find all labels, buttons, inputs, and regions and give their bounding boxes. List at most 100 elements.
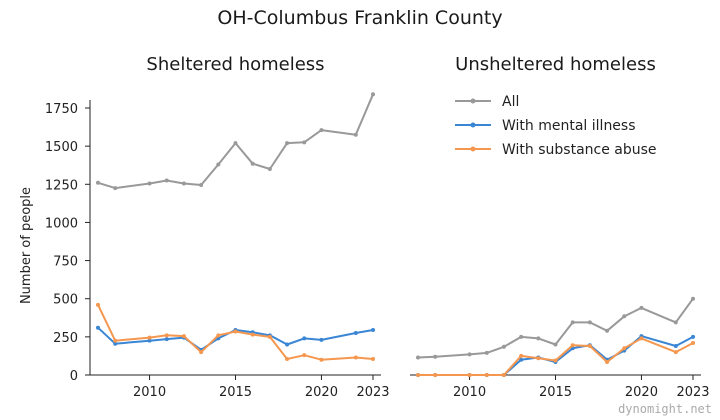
unsheltered-point-with-substance-abuse — [570, 343, 575, 348]
unsheltered-point-with-mental-illness — [691, 334, 695, 339]
legend-entry-with-mental-illness: With mental illness — [455, 118, 636, 134]
chart-panels: Sheltered homeless 2010 2015 2020 2023 0 250 50… — [19, 54, 710, 400]
unsheltered-point-all — [587, 320, 592, 325]
unsheltered-point-with-substance-abuse — [605, 360, 610, 365]
sheltered-point-all — [319, 128, 324, 133]
sheltered-point-with-mental-illness — [319, 337, 324, 342]
unsheltered-point-with-substance-abuse — [691, 340, 695, 345]
unsheltered-point-with-substance-abuse — [501, 373, 506, 377]
unsheltered-point-all — [570, 320, 575, 325]
sheltered-point-with-mental-illness — [96, 325, 100, 330]
sheltered-point-with-substance-abuse — [302, 353, 307, 358]
unsheltered-point-with-substance-abuse — [673, 350, 678, 355]
sheltered-point-with-mental-illness — [302, 336, 307, 341]
sheltered-series-with-substance-abuse — [96, 302, 375, 362]
legend-label: With mental illness — [502, 118, 636, 134]
sheltered-y-tick-label: 0 — [70, 369, 78, 384]
unsheltered-point-all — [622, 314, 627, 319]
unsheltered-line-all — [417, 298, 694, 359]
sheltered-panel-title: Sheltered homeless — [146, 54, 324, 75]
unsheltered-point-with-substance-abuse — [433, 373, 438, 377]
sheltered-point-with-mental-illness — [353, 331, 358, 336]
sheltered-point-all — [96, 180, 100, 185]
sheltered-x-tick-label: 2020 — [305, 385, 338, 400]
legend: All With mental illness With substance abu… — [455, 94, 657, 158]
sheltered-point-with-substance-abuse — [113, 338, 118, 343]
unsheltered-point-all — [416, 355, 420, 360]
unsheltered-point-all — [519, 334, 524, 339]
sheltered-y-tick-label: 750 — [53, 255, 78, 270]
sheltered-point-with-mental-illness — [113, 341, 118, 346]
legend-marker — [470, 98, 476, 104]
unsheltered-point-with-substance-abuse — [622, 346, 627, 351]
sheltered-point-with-substance-abuse — [371, 356, 375, 361]
sheltered-y-tick-label: 500 — [53, 293, 78, 308]
unsheltered-panel: Unsheltered homeless 2010 2015 2020 2023 — [410, 54, 710, 400]
sheltered-point-all — [199, 183, 204, 188]
sheltered-point-all — [285, 141, 290, 146]
sheltered-point-with-mental-illness — [371, 327, 375, 332]
unsheltered-point-with-substance-abuse — [519, 353, 524, 358]
sheltered-point-all — [181, 181, 186, 186]
sheltered-point-with-mental-illness — [285, 342, 290, 347]
sheltered-point-with-substance-abuse — [267, 334, 272, 339]
sheltered-point-with-substance-abuse — [233, 329, 238, 334]
unsheltered-point-all — [639, 305, 644, 310]
sheltered-point-with-substance-abuse — [96, 302, 100, 307]
sheltered-y-tick-label: 1250 — [45, 178, 78, 193]
sheltered-y-axis-label: Number of people — [19, 187, 34, 304]
unsheltered-panel-title: Unsheltered homeless — [455, 54, 656, 75]
unsheltered-x-tick-label: 2023 — [676, 385, 709, 400]
unsheltered-point-with-substance-abuse — [536, 356, 541, 361]
unsheltered-point-all — [691, 296, 695, 301]
sheltered-point-with-substance-abuse — [319, 357, 324, 362]
sheltered-panel: Sheltered homeless 2010 2015 2020 2023 0 250 50… — [19, 54, 390, 400]
unsheltered-point-all — [553, 342, 558, 347]
sheltered-point-with-substance-abuse — [285, 356, 290, 361]
watermark: dynomight.net — [618, 402, 712, 416]
sheltered-point-with-substance-abuse — [181, 334, 186, 339]
unsheltered-point-with-substance-abuse — [467, 373, 472, 377]
unsheltered-point-all — [484, 350, 489, 355]
legend-label: With substance abuse — [502, 142, 657, 158]
unsheltered-x-tick-label: 2015 — [539, 385, 572, 400]
sheltered-point-all — [113, 186, 118, 191]
sheltered-point-all — [353, 132, 358, 137]
sheltered-point-all — [302, 140, 307, 145]
sheltered-point-all — [216, 162, 221, 167]
sheltered-point-all — [371, 92, 375, 97]
sheltered-series-all — [96, 92, 375, 191]
sheltered-point-with-mental-illness — [164, 337, 169, 342]
unsheltered-point-with-substance-abuse — [416, 373, 420, 377]
sheltered-point-all — [164, 178, 169, 183]
unsheltered-point-with-substance-abuse — [639, 336, 644, 341]
figure-title: OH-Columbus Franklin County — [217, 7, 502, 29]
legend-label: All — [502, 94, 519, 110]
sheltered-point-all — [147, 181, 152, 186]
sheltered-y-tick-label: 1500 — [45, 140, 78, 155]
unsheltered-point-with-substance-abuse — [553, 358, 558, 363]
sheltered-x-tick-label: 2015 — [219, 385, 252, 400]
sheltered-point-with-substance-abuse — [250, 332, 255, 337]
sheltered-x-tick-label: 2010 — [133, 385, 166, 400]
sheltered-point-all — [250, 161, 255, 166]
unsheltered-point-all — [501, 344, 506, 349]
unsheltered-point-with-substance-abuse — [587, 344, 592, 349]
sheltered-x-tick-label: 2023 — [356, 385, 389, 400]
unsheltered-point-all — [467, 352, 472, 357]
unsheltered-point-with-substance-abuse — [484, 373, 489, 377]
sheltered-y-tick-label: 250 — [53, 331, 78, 346]
sheltered-point-with-mental-illness — [147, 338, 152, 343]
unsheltered-point-all — [433, 354, 438, 359]
legend-entry-with-substance-abuse: With substance abuse — [455, 142, 657, 158]
sheltered-point-with-substance-abuse — [216, 333, 221, 338]
legend-marker — [470, 122, 476, 128]
legend-marker — [470, 146, 476, 152]
sheltered-point-with-substance-abuse — [164, 333, 169, 338]
sheltered-point-with-substance-abuse — [353, 355, 358, 360]
unsheltered-x-tick-label: 2020 — [625, 385, 658, 400]
sheltered-point-all — [233, 141, 238, 146]
unsheltered-x-tick-label: 2010 — [453, 385, 486, 400]
sheltered-point-with-substance-abuse — [199, 350, 204, 355]
